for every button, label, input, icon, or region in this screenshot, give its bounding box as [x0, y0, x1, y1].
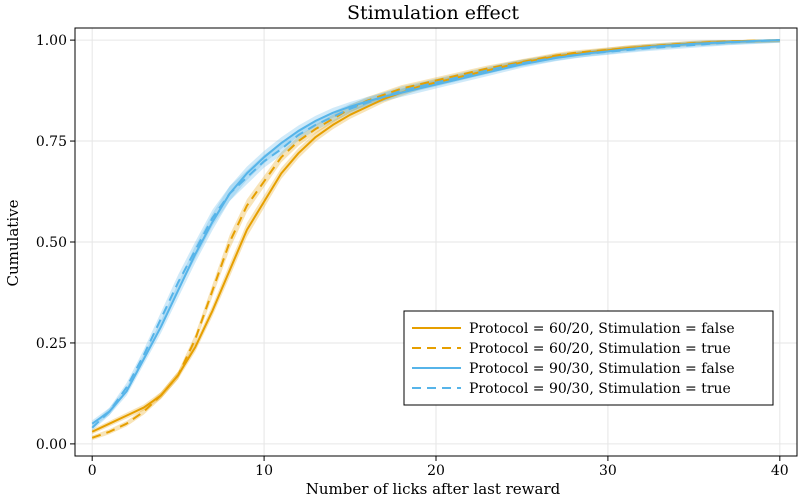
x-tick-label-1: 10 [255, 463, 273, 479]
y-tick-label-4: 1.00 [36, 33, 67, 49]
legend-label-1: Protocol = 60/20, Stimulation = true [469, 341, 731, 357]
x-tick-label-4: 40 [771, 463, 789, 479]
legend-label-2: Protocol = 90/30, Stimulation = false [469, 361, 735, 377]
series-1-band [92, 40, 780, 441]
legend: Protocol = 60/20, Stimulation = false Pro… [403, 310, 774, 406]
legend-label-3: Protocol = 90/30, Stimulation = true [469, 381, 731, 397]
y-tick-label-0: 0.00 [36, 437, 67, 453]
x-tick-label-3: 30 [599, 463, 617, 479]
legend-box [403, 310, 774, 406]
y-axis-label: Cumulative [4, 199, 22, 286]
series-2-line [91, 39, 780, 425]
y-tick-label-1: 0.25 [36, 336, 67, 352]
chart-title: Stimulation effect [347, 2, 519, 24]
y-tick-label-2: 0.50 [36, 235, 67, 251]
x-axis: 0 10 20 30 40 [88, 456, 789, 479]
x-tick-label-2: 20 [427, 463, 445, 479]
y-tick-label-3: 0.75 [36, 134, 67, 150]
legend-label-0: Protocol = 60/20, Stimulation = false [469, 321, 735, 337]
y-axis: 0.00 0.25 0.50 0.75 1.00 [36, 33, 75, 453]
series-3-line [91, 39, 780, 429]
x-axis-label: Number of licks after last reward [306, 480, 561, 498]
x-tick-label-0: 0 [88, 463, 97, 479]
series-lines [91, 39, 780, 439]
